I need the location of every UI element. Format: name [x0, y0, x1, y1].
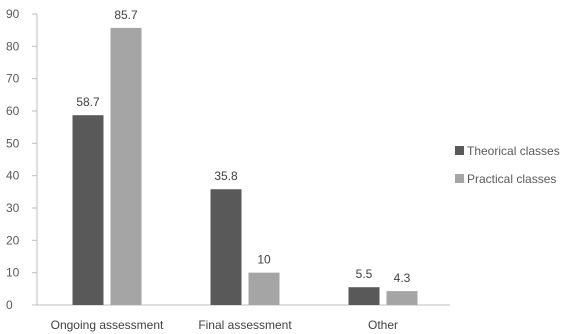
y-axis: 0 10 20 30 40 50 60 70 80 90 — [6, 7, 38, 312]
y-tick-label: 90 — [6, 7, 20, 21]
data-label: 35.8 — [214, 169, 238, 183]
x-category-label: Other — [368, 318, 398, 332]
data-label: 5.5 — [356, 267, 373, 281]
y-tick-label: 30 — [6, 201, 20, 215]
data-labels: 58.7 85.7 35.8 10 5.5 4.3 — [76, 8, 410, 285]
legend-label: Theorical classes — [467, 144, 560, 158]
y-tick-label: 50 — [6, 136, 20, 150]
bar — [72, 115, 104, 305]
bar — [248, 272, 280, 305]
bar — [386, 291, 418, 305]
x-category-label: Ongoing assessment — [51, 318, 164, 332]
y-tick-label: 0 — [6, 298, 13, 312]
legend: Theorical classes Practical classes — [455, 144, 560, 186]
y-tick-label: 10 — [6, 266, 20, 280]
data-label: 58.7 — [76, 95, 100, 109]
y-tick-label: 80 — [6, 39, 20, 53]
y-tick-label: 40 — [6, 169, 20, 183]
bar — [348, 287, 380, 305]
x-category-label: Final assessment — [198, 318, 292, 332]
legend-swatch — [455, 146, 464, 155]
x-axis: Ongoing assessment Final assessment Other — [37, 304, 450, 332]
data-label: 10 — [257, 253, 271, 267]
y-tick-label: 70 — [6, 72, 20, 86]
y-tick-label: 60 — [6, 104, 20, 118]
data-label: 4.3 — [394, 271, 411, 285]
bars — [72, 27, 418, 306]
legend-swatch — [455, 174, 464, 183]
legend-label: Practical classes — [467, 172, 556, 186]
data-label: 85.7 — [114, 8, 138, 22]
bar — [210, 189, 242, 305]
y-tick-label: 20 — [6, 233, 20, 247]
bar — [110, 27, 142, 306]
